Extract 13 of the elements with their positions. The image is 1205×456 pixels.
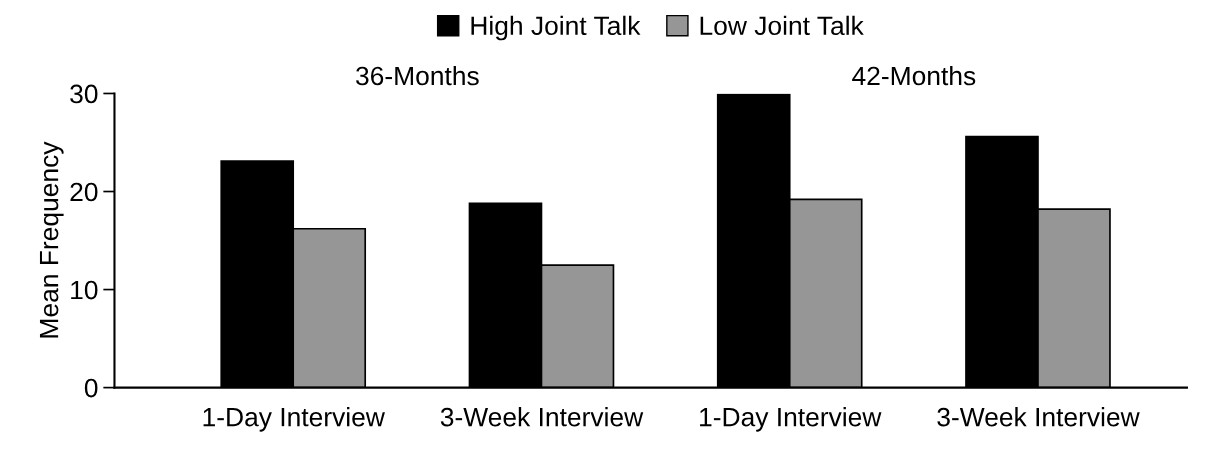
y-tick-label: 20 [70,182,98,202]
x-tick-label: 3-Week Interview [937,407,1140,427]
legend-label: High Joint Talk [471,15,641,41]
text: 42-Months [852,65,976,86]
y-tick-label: 0 [84,378,98,398]
y-tick-label: 30 [70,84,98,104]
text: 36-Months [356,65,479,86]
x-tick-label: 3-Week Interview [440,407,644,427]
y-axis-title: Mean Frequency [39,141,64,338]
x-tick-label: 1-Day Interview [203,407,385,432]
y-tick-label: 10 [71,280,98,300]
x-tick-label: 1-Day Interview [700,407,882,432]
legend-label: Low Joint Talk [700,15,864,36]
